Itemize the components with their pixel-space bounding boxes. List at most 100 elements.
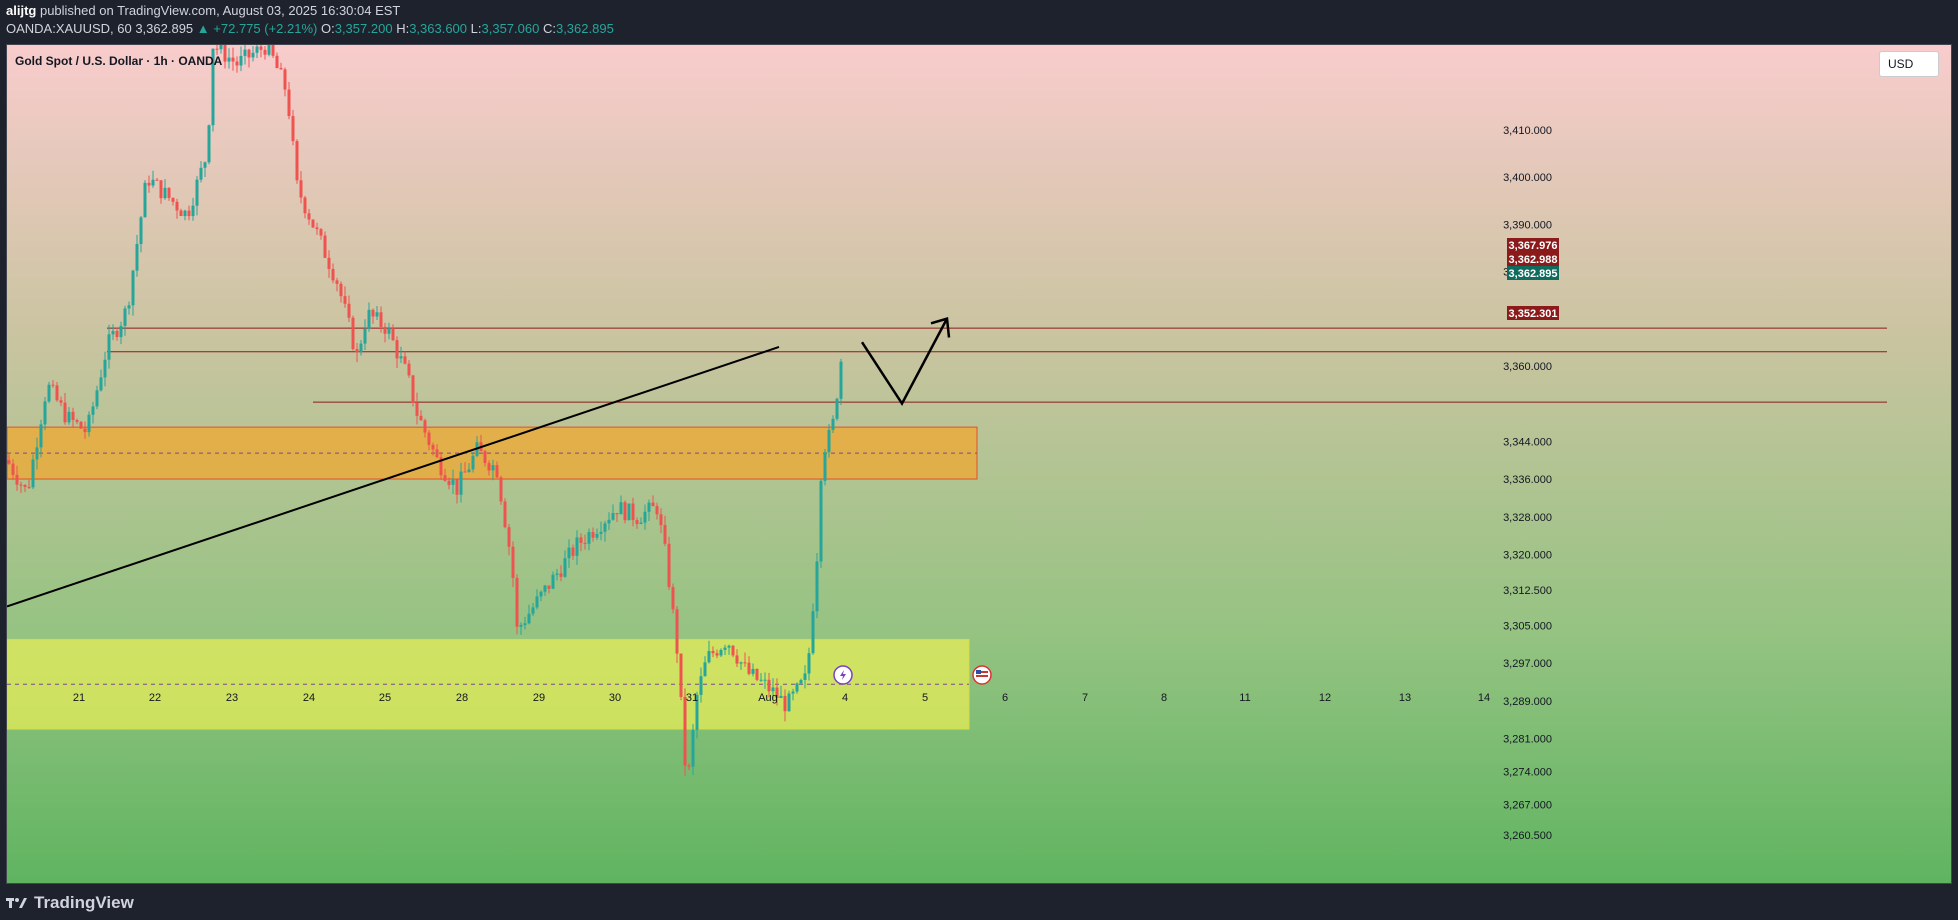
price-tick-label: 3,400.000 bbox=[1503, 172, 1552, 184]
candle-down bbox=[735, 655, 739, 664]
price-tick-label: 3,274.000 bbox=[1503, 767, 1552, 779]
candle-up bbox=[267, 45, 271, 55]
candle-down bbox=[659, 514, 663, 526]
candle-up bbox=[131, 270, 135, 306]
candle-up bbox=[535, 596, 539, 608]
candle-up bbox=[163, 187, 167, 199]
candle-up bbox=[739, 662, 743, 664]
author-name[interactable]: alijtg bbox=[6, 3, 37, 18]
date-tick-label: 5 bbox=[922, 692, 928, 704]
price-tick-label: 3,336.000 bbox=[1503, 474, 1552, 486]
price-axis-label-text: 3,362.988 bbox=[1509, 254, 1558, 266]
low-label: L: bbox=[470, 21, 482, 36]
candle-down bbox=[747, 662, 751, 674]
projection-path bbox=[860, 318, 949, 407]
candle-up bbox=[191, 205, 195, 217]
candle-down bbox=[651, 502, 655, 507]
candle-up bbox=[243, 49, 247, 56]
candle-up bbox=[251, 52, 255, 58]
candle-down bbox=[187, 210, 191, 217]
candle-up bbox=[387, 328, 391, 334]
candle-up bbox=[819, 480, 823, 562]
candle-up bbox=[219, 45, 223, 50]
candle-down bbox=[515, 577, 519, 627]
candle-up bbox=[723, 647, 727, 650]
date-tick-label: 12 bbox=[1319, 692, 1331, 704]
candle-up bbox=[527, 613, 531, 624]
candle-up bbox=[95, 390, 99, 407]
publish-header: alijtg published on TradingView.com, Aug… bbox=[6, 2, 614, 38]
candle-up bbox=[39, 424, 43, 448]
candle-down bbox=[335, 280, 339, 284]
price-chart[interactable]: 3,410.0003,400.0003,390.0003,380.0003,36… bbox=[7, 45, 1952, 884]
open-value: 3,357.200 bbox=[334, 21, 393, 36]
candle-down bbox=[547, 585, 551, 589]
candle-down bbox=[283, 69, 287, 90]
date-tick-label: 21 bbox=[73, 692, 85, 704]
candle-down bbox=[775, 687, 779, 698]
date-tick-label: 6 bbox=[1002, 692, 1008, 704]
candle-up bbox=[519, 624, 523, 627]
candle-down bbox=[215, 48, 219, 50]
date-tick-label: 14 bbox=[1478, 692, 1490, 704]
candle-up bbox=[227, 57, 231, 62]
candle-up bbox=[827, 429, 831, 453]
candle-up bbox=[35, 447, 39, 460]
candle-down bbox=[683, 696, 687, 766]
candle-down bbox=[559, 573, 563, 577]
candle-up bbox=[803, 673, 807, 680]
symbol-label: OANDA:XAUUSD, 60 bbox=[6, 21, 132, 36]
date-tick-label: 4 bbox=[842, 692, 848, 704]
candle-up bbox=[627, 503, 631, 521]
candle-up bbox=[647, 502, 651, 512]
brand-name[interactable]: TradingView bbox=[34, 893, 134, 912]
candle-down bbox=[83, 428, 87, 433]
candle-up bbox=[567, 547, 571, 559]
candle-up bbox=[143, 182, 147, 218]
candle-down bbox=[511, 546, 515, 578]
candle-down bbox=[443, 475, 447, 481]
candle-down bbox=[55, 385, 59, 401]
candle-down bbox=[231, 57, 235, 62]
candle-up bbox=[203, 162, 207, 168]
candle-up bbox=[835, 398, 839, 419]
candle-up bbox=[695, 694, 699, 730]
candle-down bbox=[351, 317, 355, 350]
candle-up bbox=[791, 691, 795, 694]
candle-down bbox=[743, 662, 747, 664]
candle-down bbox=[503, 501, 507, 528]
candle-down bbox=[355, 349, 359, 353]
candle-up bbox=[91, 406, 95, 415]
candle-up bbox=[771, 687, 775, 692]
candle-up bbox=[719, 649, 723, 656]
currency-button[interactable]: USD bbox=[1879, 51, 1939, 77]
candle-up bbox=[795, 683, 799, 692]
candle-up bbox=[543, 585, 547, 592]
close-value: 3,362.895 bbox=[555, 21, 614, 36]
candle-down bbox=[19, 484, 23, 486]
candle-up bbox=[31, 459, 35, 488]
candle-down bbox=[671, 587, 675, 610]
price-tick-label: 3,297.000 bbox=[1503, 658, 1552, 670]
candle-down bbox=[71, 411, 75, 420]
high-label: H: bbox=[396, 21, 410, 36]
candle-up bbox=[703, 662, 707, 677]
price-tick-label: 3,360.000 bbox=[1503, 361, 1552, 373]
price-tick-label: 3,260.500 bbox=[1503, 830, 1552, 842]
candle-down bbox=[343, 296, 347, 304]
candle-down bbox=[235, 61, 239, 66]
candle-down bbox=[275, 55, 279, 69]
candle-up bbox=[531, 607, 535, 614]
date-tick-label: 24 bbox=[303, 692, 315, 704]
price-tick-label: 3,267.000 bbox=[1503, 800, 1552, 812]
candle-down bbox=[247, 49, 251, 58]
date-tick-label: 30 bbox=[609, 692, 621, 704]
candle-up bbox=[199, 167, 203, 180]
candle-up bbox=[823, 452, 827, 481]
candle-down bbox=[435, 449, 439, 458]
chart-panel[interactable]: 3,410.0003,400.0003,390.0003,380.0003,36… bbox=[6, 44, 1952, 884]
candle-down bbox=[419, 415, 423, 421]
candle-down bbox=[591, 532, 595, 538]
candle-down bbox=[7, 460, 11, 464]
date-tick-label: 23 bbox=[226, 692, 238, 704]
